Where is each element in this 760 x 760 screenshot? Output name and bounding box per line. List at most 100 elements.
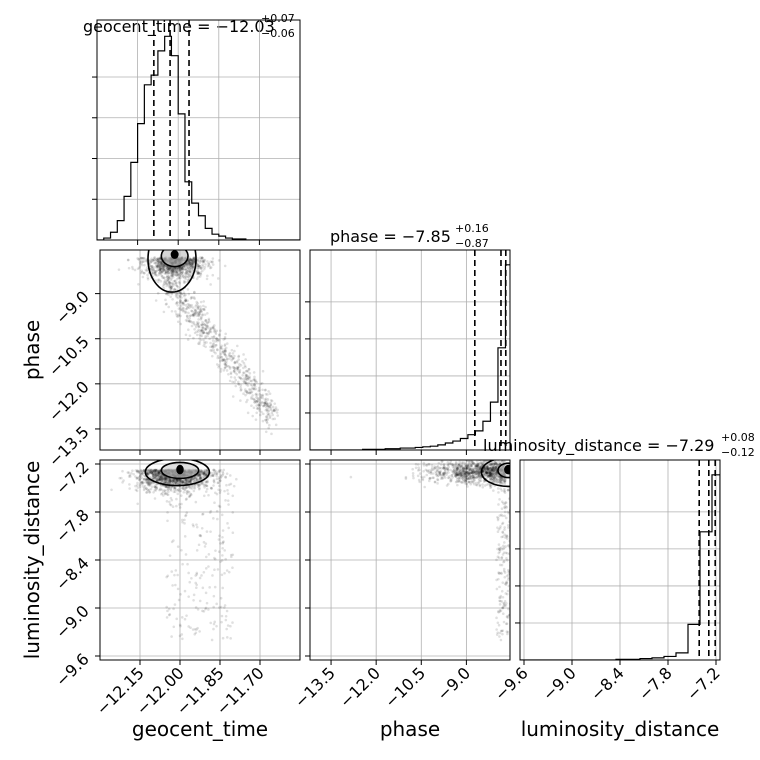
sample-point: [163, 477, 167, 480]
sample-point: [164, 485, 168, 488]
sample-point: [494, 460, 497, 463]
sample-point: [222, 338, 225, 341]
sample-point: [167, 275, 171, 279]
sample-point: [474, 464, 478, 468]
sample-point: [184, 333, 188, 337]
sample-point: [235, 367, 239, 371]
sample-point: [191, 258, 194, 261]
sample-point: [427, 469, 431, 472]
sample-point: [497, 503, 500, 506]
sample-point: [228, 365, 232, 369]
sample-point: [500, 500, 504, 504]
sample-point: [165, 276, 169, 279]
sample-point: [163, 480, 167, 483]
sample-point: [151, 271, 155, 275]
sample-point: [154, 270, 158, 273]
sample-point: [156, 477, 160, 480]
sample-point: [425, 463, 429, 467]
sample-point: [140, 256, 144, 260]
sample-point: [261, 388, 264, 392]
sample-point: [180, 274, 183, 278]
sample-point: [251, 414, 254, 418]
sample-point: [157, 472, 161, 475]
sample-point: [192, 260, 195, 264]
sample-point: [233, 361, 237, 365]
sample-point: [453, 474, 457, 478]
sample-point: [236, 380, 240, 384]
sample-point: [157, 471, 161, 475]
sample-point: [194, 323, 197, 327]
sample-point: [503, 489, 506, 492]
sample-point: [225, 342, 229, 345]
sample-point: [201, 513, 204, 516]
sample-point: [160, 492, 163, 496]
sample-point: [180, 265, 184, 269]
sample-point: [442, 466, 446, 470]
sample-point: [219, 355, 223, 359]
sample-point: [499, 525, 502, 528]
sample-point: [203, 323, 206, 326]
sample-point: [197, 313, 200, 317]
sample-point: [161, 480, 164, 483]
sample-point: [141, 473, 145, 476]
histogram-step: [97, 35, 300, 240]
sample-point: [159, 264, 162, 268]
sample-point: [493, 476, 496, 479]
sample-point: [159, 261, 162, 264]
sample-point: [196, 608, 200, 611]
sample-point: [168, 286, 172, 290]
sample-point: [439, 473, 443, 477]
sample-point: [226, 492, 230, 496]
sample-point: [218, 469, 221, 472]
sample-point: [206, 334, 209, 338]
sample-point: [166, 493, 170, 497]
sample-point: [167, 268, 171, 271]
sample-point: [200, 323, 204, 326]
x-tick-label: −10.5: [381, 663, 429, 711]
sample-point: [510, 636, 513, 639]
sample-point: [477, 466, 480, 469]
sample-point: [157, 266, 161, 269]
sample-point: [163, 278, 167, 282]
sample-point: [158, 475, 162, 479]
sample-point: [478, 468, 481, 472]
sample-point: [177, 489, 181, 493]
sample-point: [198, 470, 202, 474]
sample-point: [465, 474, 469, 478]
sample-point: [442, 473, 445, 476]
sample-point: [477, 481, 480, 484]
sample-point: [498, 498, 501, 501]
sample-point: [208, 337, 211, 340]
sample-point: [502, 460, 506, 463]
sample-point: [467, 472, 471, 475]
sample-point: [187, 258, 191, 262]
sample-point: [239, 376, 242, 380]
sample-point: [173, 267, 177, 270]
sample-point: [197, 478, 201, 482]
sample-point: [498, 475, 501, 479]
sample-point: [156, 469, 160, 473]
sample-point: [181, 271, 185, 274]
sample-point: [201, 313, 204, 317]
sample-point: [194, 310, 198, 314]
sample-point: [235, 344, 239, 348]
sample-point: [178, 503, 181, 506]
sample-point: [485, 483, 489, 486]
sample-point: [213, 345, 216, 349]
sample-point: [153, 475, 157, 479]
x-tick-label: −13.5: [291, 663, 339, 711]
sample-point: [189, 258, 193, 261]
sample-point: [188, 271, 192, 275]
sample-point: [166, 278, 169, 282]
sample-point: [178, 274, 182, 278]
sample-point: [173, 288, 176, 292]
sample-point: [171, 267, 175, 270]
sample-point: [482, 467, 486, 470]
sample-point: [253, 383, 256, 386]
sample-point: [475, 465, 479, 468]
sample-point: [178, 270, 182, 274]
sample-point: [152, 490, 155, 494]
sample-point: [144, 268, 148, 272]
sample-point: [198, 534, 202, 537]
sample-point: [165, 616, 169, 619]
